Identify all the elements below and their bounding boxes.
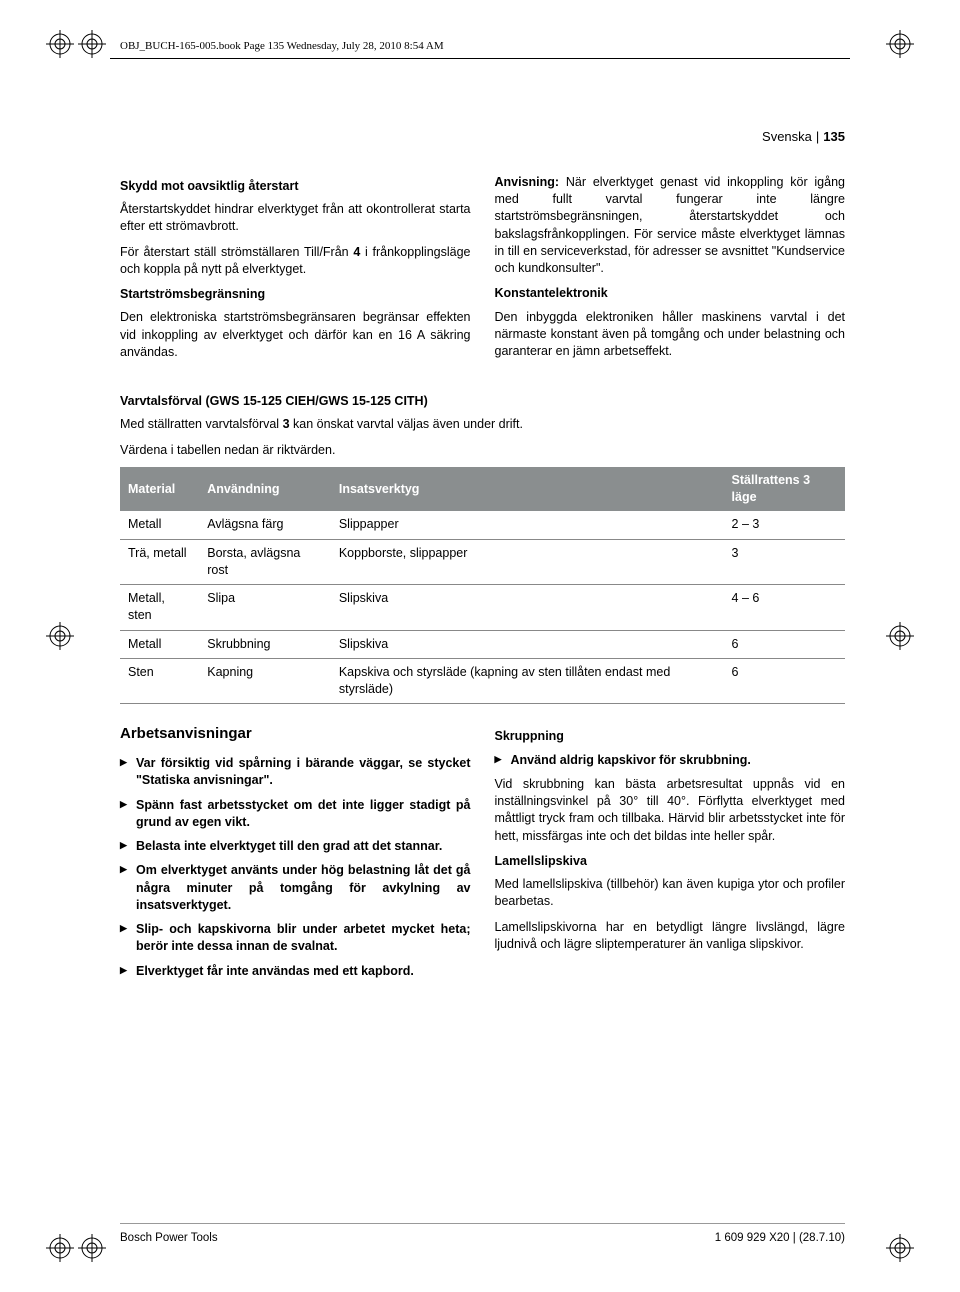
table-cell: Slipskiva bbox=[331, 630, 724, 658]
table-cell: 6 bbox=[724, 658, 845, 704]
paragraph: Vid skrubbning kan bästa arbetsresultat … bbox=[495, 776, 846, 845]
list-item: Om elverktyget använts under hög belastn… bbox=[120, 862, 471, 914]
reg-mark bbox=[886, 1234, 914, 1262]
list-item: Använd aldrig kapskivor för skrubbning. bbox=[495, 752, 846, 769]
paragraph: Värdena i tabellen nedan är riktvärden. bbox=[120, 442, 845, 459]
reg-mark bbox=[46, 1234, 74, 1262]
right-column-lower: Skruppning Använd aldrig kapskivor för s… bbox=[495, 724, 846, 986]
list-item: Spänn fast arbetsstycket om det inte lig… bbox=[120, 797, 471, 832]
list-item: Var försiktig vid spårning i bärande väg… bbox=[120, 755, 471, 790]
speed-table: Material Användning Insatsverktyg Ställr… bbox=[120, 467, 845, 705]
table-cell: Slipa bbox=[199, 585, 331, 631]
paragraph: För återstart ställ strömställaren Till/… bbox=[120, 244, 471, 279]
paragraph: Återstartskyddet hindrar elverktyget frå… bbox=[120, 201, 471, 236]
reg-mark bbox=[886, 622, 914, 650]
reg-mark bbox=[46, 622, 74, 650]
table-cell: Metall bbox=[120, 630, 199, 658]
header-rule bbox=[110, 58, 850, 59]
right-column: Anvisning: När elverktyget genast vid in… bbox=[495, 174, 846, 369]
page-number: 135 bbox=[823, 129, 845, 144]
table-header: Användning bbox=[199, 467, 331, 512]
table-cell: 2 – 3 bbox=[724, 511, 845, 539]
paragraph: Med ställratten varvtalsförval 3 kan öns… bbox=[120, 416, 845, 433]
table-cell: Koppborste, slippapper bbox=[331, 539, 724, 585]
footer-left: Bosch Power Tools bbox=[120, 1232, 218, 1244]
table-cell: Metall, sten bbox=[120, 585, 199, 631]
table-cell: Sten bbox=[120, 658, 199, 704]
heading-rough-grinding: Skruppning bbox=[495, 728, 846, 745]
paragraph: Lamellslipskivorna har en betydligt läng… bbox=[495, 919, 846, 954]
table-cell: Borsta, avlägsna rost bbox=[199, 539, 331, 585]
heading-restart-protection: Skydd mot oavsiktlig återstart bbox=[120, 178, 471, 195]
heading-work-instructions: Arbetsanvisningar bbox=[120, 724, 471, 745]
table-cell: Metall bbox=[120, 511, 199, 539]
table-header: Insatsverktyg bbox=[331, 467, 724, 512]
instruction-list: Använd aldrig kapskivor för skrubbning. bbox=[495, 752, 846, 769]
table-cell: Skrubbning bbox=[199, 630, 331, 658]
page-footer: Bosch Power Tools 1 609 929 X20 | (28.7.… bbox=[120, 1232, 845, 1244]
print-header: OBJ_BUCH-165-005.book Page 135 Wednesday… bbox=[120, 40, 444, 52]
paragraph: Den elektroniska startströmsbegränsaren … bbox=[120, 309, 471, 361]
reg-mark bbox=[78, 30, 106, 58]
table-header: Ställrattens 3 läge bbox=[724, 467, 845, 512]
footer-right: 1 609 929 X20 | (28.7.10) bbox=[715, 1232, 845, 1244]
table-row: MetallAvlägsna färgSlippapper2 – 3 bbox=[120, 511, 845, 539]
reg-mark bbox=[78, 1234, 106, 1262]
page-content: Svenska|135 Skydd mot oavsiktlig återsta… bbox=[120, 128, 845, 987]
table-row: Trä, metallBorsta, avlägsna rostKoppbors… bbox=[120, 539, 845, 585]
table-header-row: Material Användning Insatsverktyg Ställr… bbox=[120, 467, 845, 512]
language-label: Svenska bbox=[762, 129, 812, 144]
table-cell: 4 – 6 bbox=[724, 585, 845, 631]
table-cell: Avlägsna färg bbox=[199, 511, 331, 539]
table-row: MetallSkrubbningSlipskiva6 bbox=[120, 630, 845, 658]
heading-constant-electronics: Konstantelektronik bbox=[495, 285, 846, 302]
reg-mark bbox=[46, 30, 74, 58]
heading-speed-preselection: Varvtalsförval (GWS 15-125 CIEH/GWS 15-1… bbox=[120, 393, 845, 410]
table-cell: 3 bbox=[724, 539, 845, 585]
table-row: StenKapningKapskiva och styrsläde (kapni… bbox=[120, 658, 845, 704]
heading-start-current: Startströmsbegränsning bbox=[120, 286, 471, 303]
instruction-list: Var försiktig vid spårning i bärande väg… bbox=[120, 755, 471, 980]
paragraph: Den inbyggda elektroniken håller maskine… bbox=[495, 309, 846, 361]
table-cell: Slippapper bbox=[331, 511, 724, 539]
list-item: Belasta inte elverktyget till den grad a… bbox=[120, 838, 471, 855]
list-item: Slip- och kapskivorna blir under arbetet… bbox=[120, 921, 471, 956]
table-cell: Trä, metall bbox=[120, 539, 199, 585]
left-column: Skydd mot oavsiktlig återstart Återstart… bbox=[120, 174, 471, 369]
table-cell: Kapning bbox=[199, 658, 331, 704]
paragraph-note: Anvisning: När elverktyget genast vid in… bbox=[495, 174, 846, 278]
footer-rule bbox=[120, 1223, 845, 1224]
table-cell: Kapskiva och styrsläde (kapning av sten … bbox=[331, 658, 724, 704]
table-cell: Slipskiva bbox=[331, 585, 724, 631]
heading-flap-disc: Lamellslipskiva bbox=[495, 853, 846, 870]
left-column-lower: Arbetsanvisningar Var försiktig vid spår… bbox=[120, 724, 471, 986]
table-cell: 6 bbox=[724, 630, 845, 658]
table-header: Material bbox=[120, 467, 199, 512]
table-row: Metall, stenSlipaSlipskiva4 – 6 bbox=[120, 585, 845, 631]
reg-mark bbox=[886, 30, 914, 58]
list-item: Elverktyget får inte användas med ett ka… bbox=[120, 963, 471, 980]
language-page-header: Svenska|135 bbox=[120, 128, 845, 146]
paragraph: Med lamellslipskiva (tillbehör) kan även… bbox=[495, 876, 846, 911]
